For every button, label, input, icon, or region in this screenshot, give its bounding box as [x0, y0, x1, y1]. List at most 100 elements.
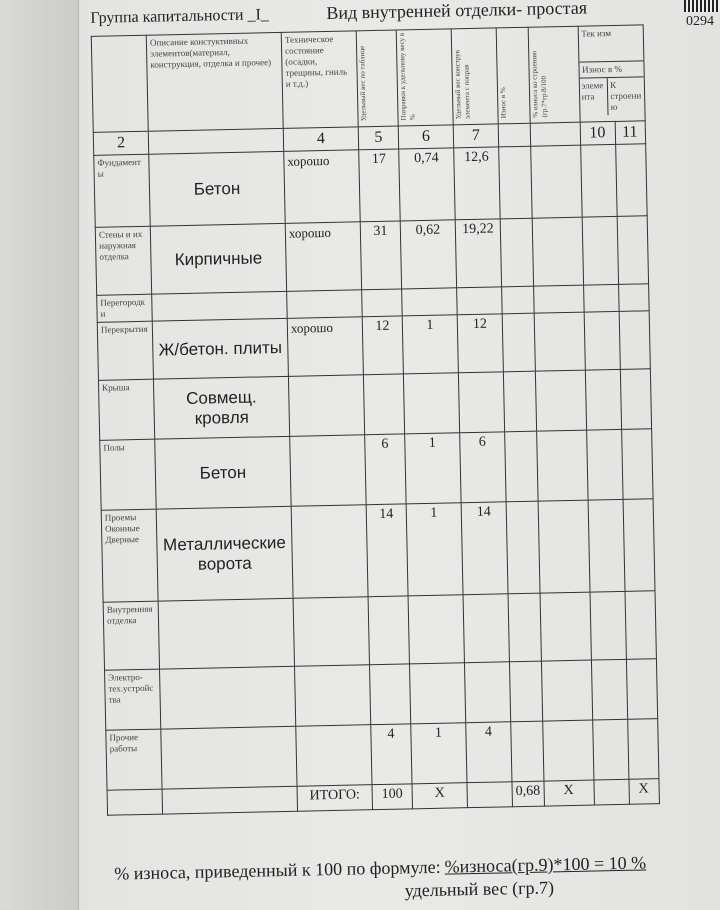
- row-weight-corrected: 19,22: [455, 218, 502, 288]
- row-wear: [509, 661, 543, 722]
- row-wear-building: [533, 312, 585, 372]
- empty-cell: [107, 789, 163, 816]
- total-correction: X: [411, 782, 468, 809]
- table-row: Внутренняя отделка: [103, 590, 656, 671]
- table-row: Проемы Оконные Дверные Металлические воро…: [101, 498, 655, 603]
- row-correction: 1: [402, 314, 459, 374]
- row-wear-building: [530, 145, 582, 219]
- row-weight-corrected: [456, 286, 503, 315]
- row-current-element: [589, 591, 626, 661]
- row-current-building: [627, 718, 659, 780]
- document-sheet: Группа капитальности _I_ Вид внутренней …: [86, 0, 705, 910]
- row-weight: 4: [370, 723, 412, 785]
- row-wear: [503, 371, 537, 432]
- row-current-element: [590, 659, 628, 721]
- row-current-element: [586, 429, 623, 501]
- row-state: [291, 504, 369, 599]
- row-label: Внутренняя отделка: [103, 601, 160, 671]
- row-weight: [363, 373, 405, 435]
- row-description: Бетон: [154, 436, 292, 510]
- row-description: [159, 666, 296, 730]
- total-label: ИТОГО:: [297, 784, 373, 812]
- row-state: хорошо: [287, 316, 364, 377]
- table-row: Полы Бетон 6 1 6: [99, 428, 653, 511]
- row-correction: [401, 287, 458, 316]
- row-current-building: [618, 310, 650, 370]
- capital-group-label: Группа капитальности _I_: [90, 6, 269, 27]
- row-correction: 1: [406, 502, 464, 596]
- row-weight: 31: [360, 220, 402, 290]
- row-weight-corrected: 14: [461, 501, 509, 595]
- header-description: Описание констуктивных элементов(материа…: [146, 32, 284, 132]
- header-row: Описание констуктивных элементов(материа…: [91, 24, 645, 133]
- row-wear-building: [540, 660, 593, 722]
- row-wear: [501, 286, 534, 314]
- row-current-element: [587, 499, 625, 593]
- row-weight: 17: [358, 148, 401, 222]
- total-weight: 100: [371, 783, 413, 810]
- row-correction: 0,62: [400, 219, 457, 289]
- row-wear-building: [534, 370, 587, 432]
- row-weight: 6: [364, 433, 407, 505]
- row-description: [151, 291, 288, 322]
- row-correction: 0,74: [398, 147, 456, 221]
- total-c11: X: [628, 778, 659, 805]
- row-label: Перегородки: [96, 294, 153, 323]
- wear-table: Описание констуктивных элементов(материа…: [91, 24, 660, 816]
- row-current-element: [580, 144, 617, 218]
- header-weight-table: Удельный вес по таблице: [356, 30, 399, 127]
- row-description: Металлические ворота: [156, 506, 294, 602]
- row-label: Прочие работы: [105, 729, 163, 791]
- row-state: [294, 664, 371, 727]
- footer-formula: % износа, приведенный к 100 по формуле:%…: [114, 852, 646, 883]
- row-description: Кирпичные: [150, 223, 287, 295]
- barcode: [684, 0, 720, 12]
- total-c9: X: [543, 780, 594, 807]
- row-state: [288, 374, 365, 437]
- row-current-building: [618, 283, 649, 312]
- row-correction: 1: [410, 722, 467, 784]
- row-current-element: [583, 311, 620, 371]
- row-description: [158, 598, 295, 670]
- row-wear: [508, 593, 541, 662]
- empty-cell: [162, 786, 298, 815]
- margin-number: 0294: [686, 14, 714, 29]
- row-weight: 12: [362, 315, 404, 375]
- row-wear: [500, 218, 534, 287]
- row-weight: [361, 288, 403, 317]
- formula-denominator: удельный вес (гр.7): [404, 877, 555, 901]
- row-label: Полы: [99, 439, 157, 511]
- row-weight-corrected: 6: [459, 431, 507, 503]
- total-c8: 0,68: [511, 781, 544, 807]
- row-state: хорошо: [283, 149, 361, 224]
- row-state: хорошо: [285, 221, 362, 292]
- table-row: Фундаменты Бетон хорошо 17 0,74 12,6: [93, 143, 647, 228]
- row-current-building: [625, 658, 658, 720]
- row-label: Фундаменты: [93, 154, 151, 228]
- row-wear-building: [533, 285, 584, 314]
- row-wear: [510, 721, 544, 782]
- row-weight-corrected: [463, 593, 510, 663]
- row-current-building: [616, 215, 649, 285]
- header-correction: Поправки к удельному весу в %: [396, 28, 454, 126]
- header-wear: Износ в %: [496, 27, 530, 124]
- row-correction: 1: [404, 432, 462, 504]
- row-label: Крыша: [98, 379, 155, 441]
- row-description: [160, 726, 298, 790]
- row-wear-building: [539, 592, 591, 662]
- table-row: Стены и их наружная отделка Кирпичные хоро…: [95, 215, 649, 296]
- footer-text: % износа, приведенный к 100 по формуле:: [114, 856, 441, 884]
- row-current-element: [592, 719, 629, 781]
- formula-numerator: %износа(гр.9)*100 = 10 %: [444, 852, 647, 877]
- row-label: Перекрытия: [97, 321, 154, 381]
- row-weight: [369, 663, 411, 725]
- row-current-building: [624, 590, 656, 660]
- row-state: [286, 289, 363, 319]
- row-correction: [403, 372, 460, 434]
- row-label: Стены и их наружная отделка: [95, 226, 152, 296]
- row-weight-corrected: 4: [465, 721, 512, 783]
- row-state: [289, 434, 367, 507]
- row-wear-building: [542, 720, 594, 782]
- header-wear-building: % износа ко строению (гр.7*гр.8/100: [527, 26, 580, 124]
- row-description: Совмещ. кровля: [153, 376, 290, 440]
